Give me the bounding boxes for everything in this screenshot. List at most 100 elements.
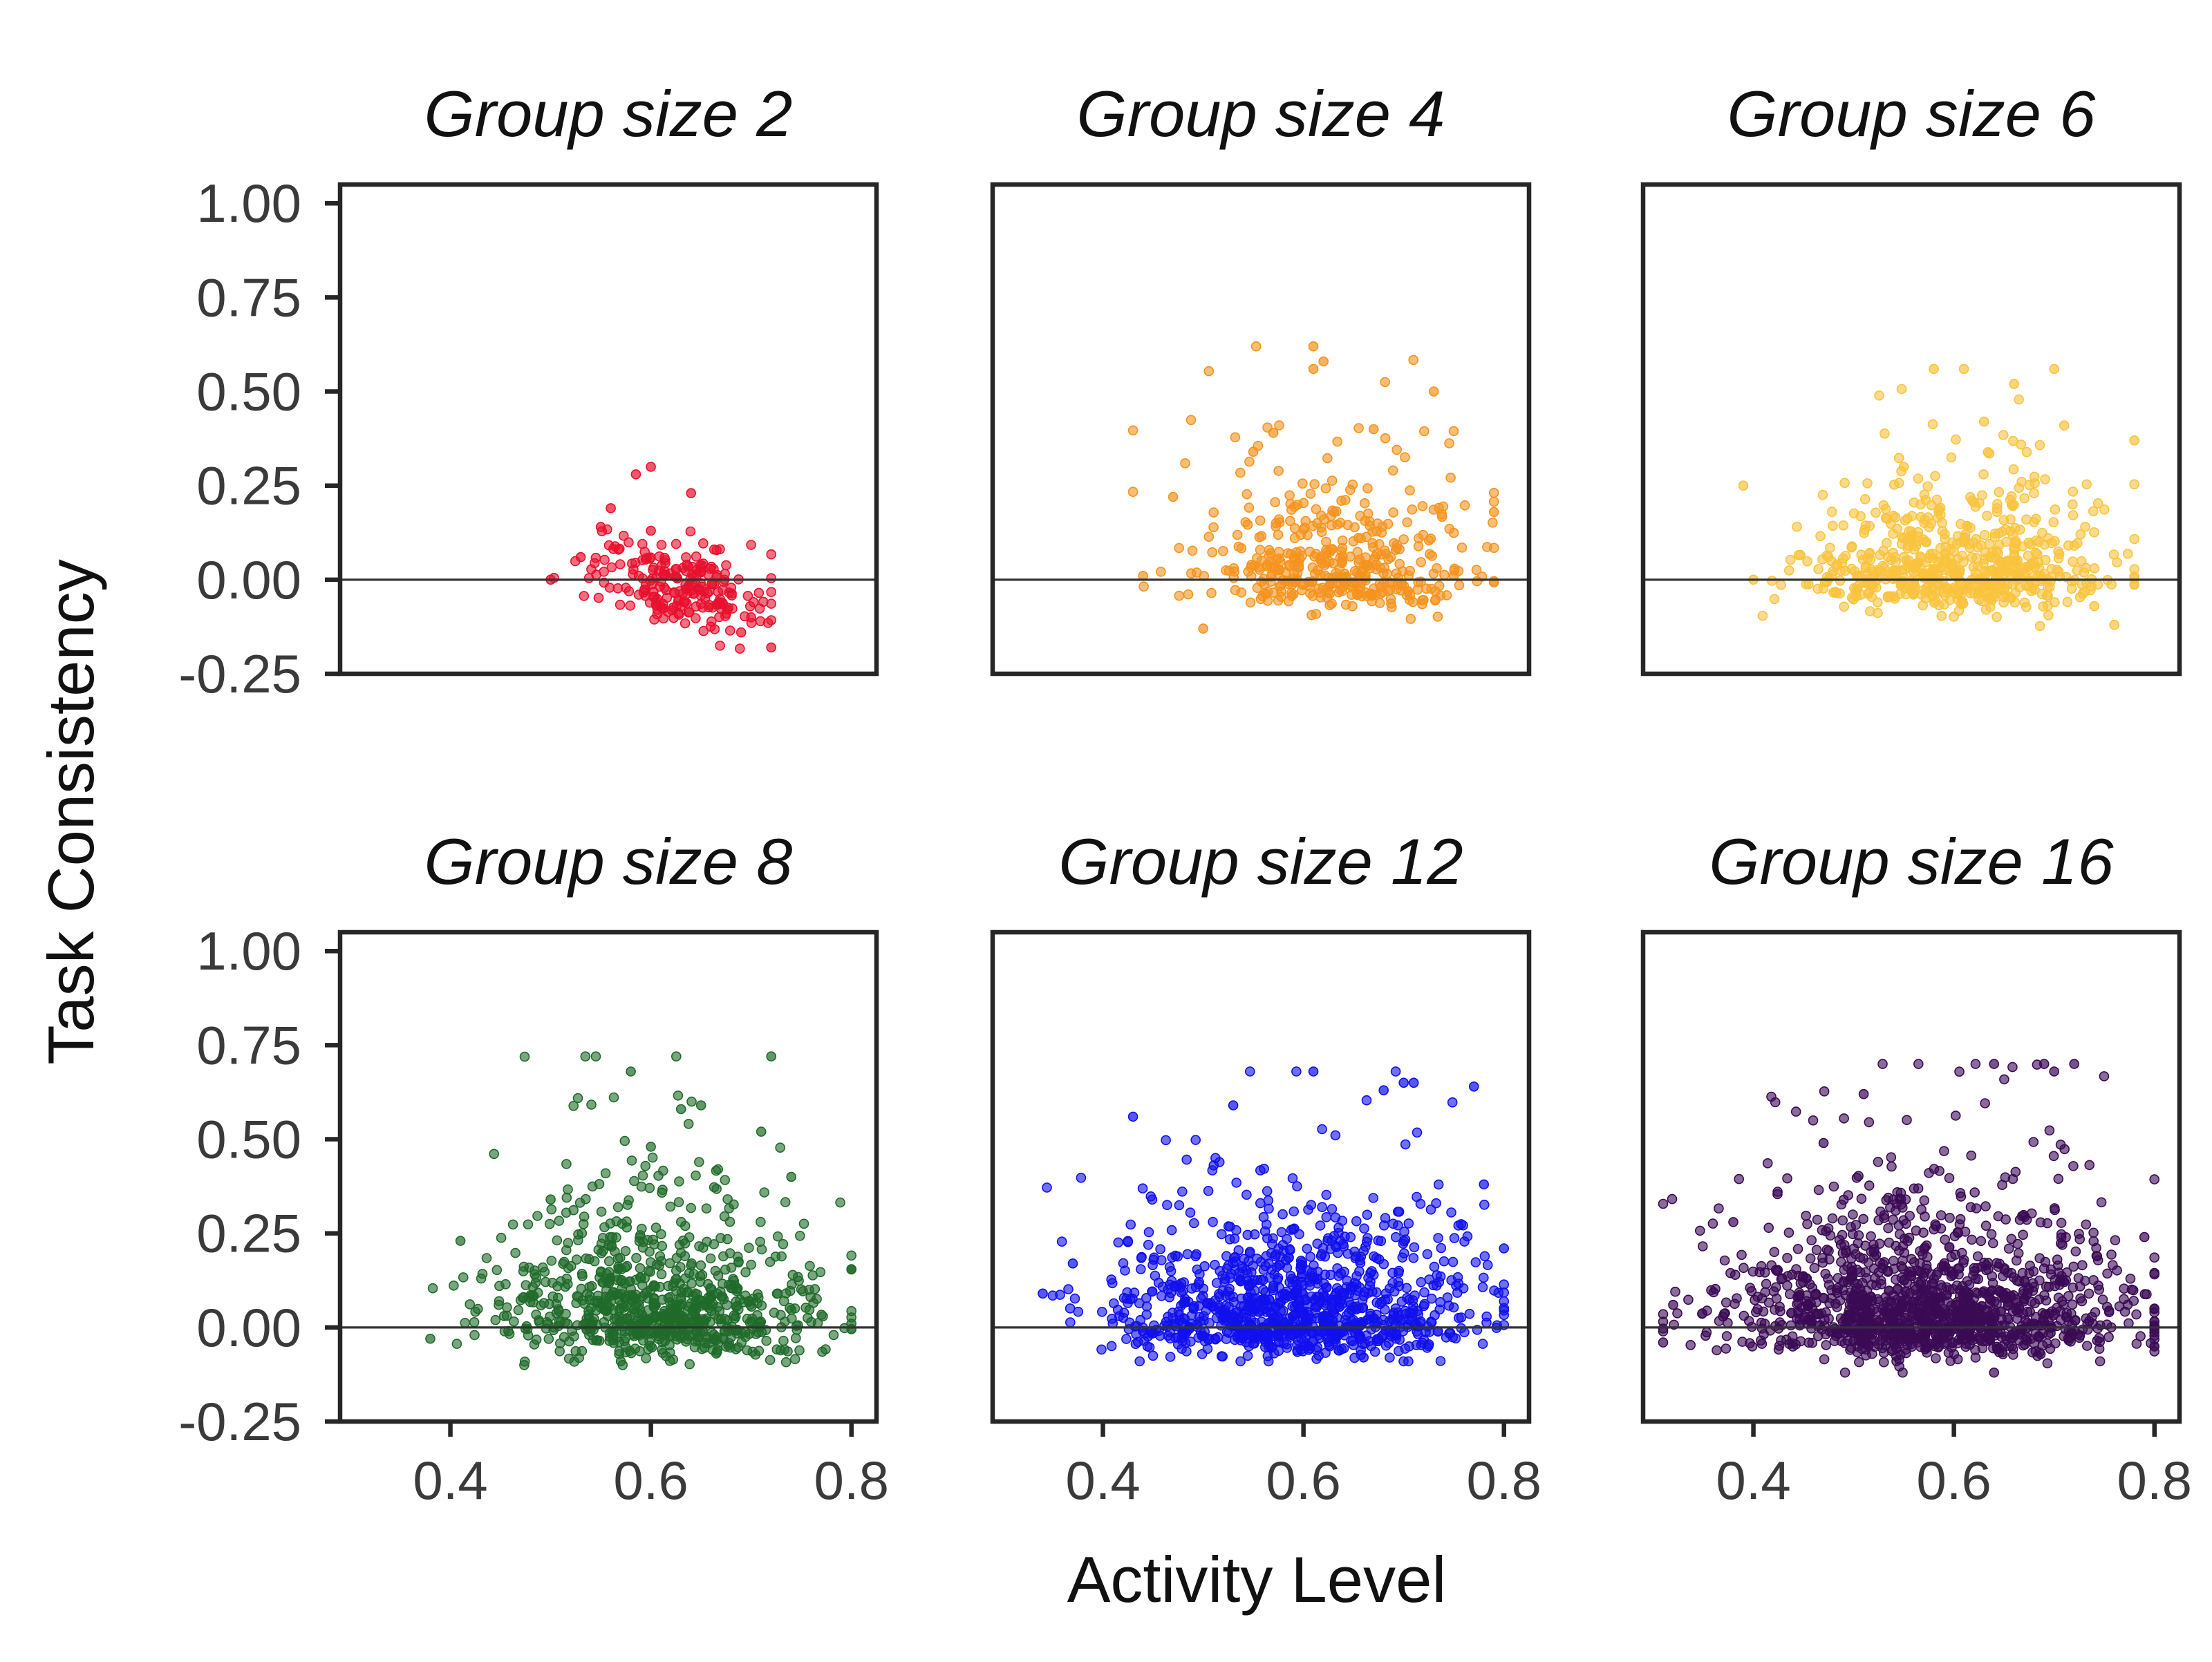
data-point — [612, 583, 624, 594]
data-point — [2038, 1328, 2048, 1339]
data-point — [1362, 560, 1373, 571]
y-tick-label: -0.25 — [178, 643, 301, 704]
data-point — [2034, 1275, 2045, 1286]
data-point — [786, 1171, 796, 1182]
data-point — [1180, 458, 1190, 469]
data-point — [1939, 1146, 1949, 1156]
data-point — [1855, 1335, 1866, 1346]
data-point — [1416, 557, 1426, 567]
data-point — [1310, 568, 1320, 579]
data-point — [1836, 1256, 1846, 1267]
data-point — [1785, 1320, 1797, 1331]
data-point — [2074, 1229, 2084, 1239]
data-point — [590, 552, 601, 563]
data-point — [1127, 487, 1138, 498]
panel-title: Group size 4 — [1077, 77, 1445, 150]
data-point — [2045, 1264, 2056, 1275]
data-point — [1920, 1211, 1930, 1222]
data-point — [1881, 1307, 1892, 1317]
data-point — [1271, 1251, 1281, 1262]
data-point — [1291, 1066, 1302, 1077]
data-point — [1818, 1137, 1829, 1149]
data-point — [1954, 1219, 1965, 1229]
data-point — [1863, 1257, 1874, 1268]
data-point — [1183, 589, 1194, 600]
data-point — [1097, 1307, 1107, 1317]
data-point — [559, 1332, 570, 1343]
data-point — [1857, 1278, 1868, 1288]
data-point — [581, 1253, 592, 1264]
data-point — [1285, 1270, 1296, 1281]
data-point — [2112, 557, 2122, 568]
data-point — [1175, 1282, 1185, 1293]
x-tick-label: 0.6 — [1266, 1450, 1340, 1511]
data-point — [546, 1256, 557, 1266]
data-point — [1877, 1258, 1888, 1269]
data-point — [772, 1231, 783, 1242]
data-point — [1805, 1253, 1816, 1264]
data-point — [800, 1303, 811, 1313]
data-point — [1922, 481, 1933, 492]
y-tick-label: 0.00 — [196, 1297, 301, 1358]
data-point — [1945, 1356, 1956, 1366]
data-point — [1732, 1293, 1742, 1303]
data-point — [1337, 535, 1348, 546]
data-point — [1404, 594, 1415, 605]
data-point — [1776, 1274, 1787, 1285]
y-tick-label: 1.00 — [196, 920, 301, 981]
data-point — [1244, 456, 1255, 467]
data-point — [656, 1229, 666, 1240]
data-point — [1235, 467, 1246, 478]
data-point — [1454, 580, 1465, 591]
data-point — [695, 1100, 706, 1111]
data-point — [1282, 548, 1293, 559]
data-point — [1311, 504, 1322, 515]
data-point — [1902, 1236, 1913, 1247]
data-point — [1258, 1211, 1269, 1222]
data-point — [2034, 536, 2044, 547]
data-point — [501, 1310, 512, 1321]
data-point — [1177, 1187, 1188, 1197]
data-point — [711, 1184, 722, 1194]
data-point — [1285, 516, 1295, 527]
x-tick-label: 0.6 — [613, 1450, 688, 1511]
data-point — [2017, 1211, 2027, 1221]
data-point — [644, 1182, 655, 1193]
data-point — [1873, 1267, 1884, 1278]
data-point — [1318, 356, 1329, 367]
data-point — [1909, 1183, 1920, 1194]
data-point — [724, 1216, 735, 1227]
data-point — [1888, 547, 1898, 558]
data-point — [1076, 1173, 1087, 1183]
data-point — [1976, 1301, 1987, 1312]
data-point — [1468, 1082, 1479, 1092]
data-point — [1284, 490, 1295, 501]
data-point — [1422, 1249, 1433, 1260]
data-point — [2131, 1309, 2141, 1320]
data-point — [1846, 542, 1857, 553]
data-point — [2044, 1125, 2055, 1136]
data-point — [1352, 1285, 1363, 1296]
data-point — [1315, 1220, 1326, 1231]
data-point — [1172, 1251, 1183, 1262]
data-point — [2006, 491, 2017, 502]
data-point — [2018, 1289, 2029, 1299]
data-point — [1952, 1338, 1963, 1349]
data-point — [650, 1222, 662, 1233]
data-point — [677, 1235, 688, 1246]
data-point — [2016, 476, 2027, 487]
data-point — [731, 1301, 742, 1312]
data-point — [489, 1149, 500, 1160]
data-point — [1321, 1189, 1332, 1200]
data-point — [640, 585, 651, 596]
data-point — [561, 1308, 571, 1319]
data-point — [2034, 621, 2045, 632]
data-point — [671, 1051, 682, 1061]
data-point — [1958, 1258, 1969, 1268]
data-point — [1286, 591, 1297, 601]
data-point — [686, 1260, 696, 1271]
data-point — [1872, 597, 1883, 608]
data-point — [1312, 1238, 1322, 1249]
data-point — [1488, 487, 1499, 498]
data-point — [1403, 586, 1413, 597]
